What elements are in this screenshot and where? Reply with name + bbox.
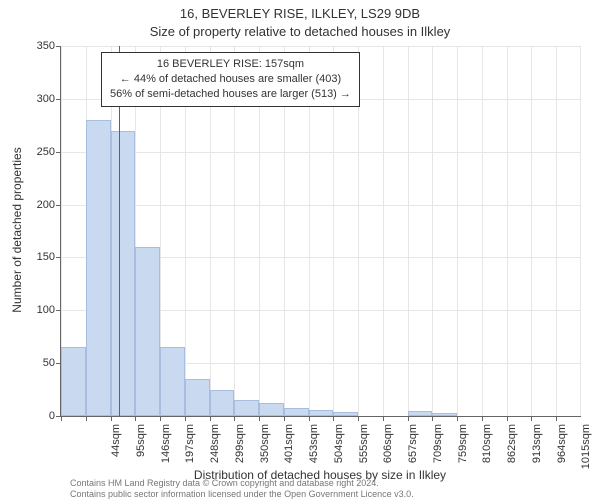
xtick-mark bbox=[358, 416, 359, 421]
gridline-v bbox=[531, 46, 532, 416]
xtick-label: 913sqm bbox=[531, 424, 543, 479]
ytick-label: 100 bbox=[10, 304, 55, 316]
xtick-label: 862sqm bbox=[506, 424, 518, 479]
xtick-label: 197sqm bbox=[184, 424, 196, 479]
annotation-line2: ← 44% of detached houses are smaller (40… bbox=[110, 72, 351, 87]
annotation-line3: 56% of semi-detached houses are larger (… bbox=[110, 87, 351, 102]
histogram-bar bbox=[86, 120, 111, 416]
chart-title-subtitle: Size of property relative to detached ho… bbox=[0, 24, 600, 39]
ytick-label: 300 bbox=[10, 93, 55, 105]
xtick-label: 299sqm bbox=[234, 424, 246, 479]
gridline-v bbox=[580, 46, 581, 416]
histogram-bar bbox=[259, 403, 284, 416]
xtick-mark bbox=[135, 416, 136, 421]
histogram-bar bbox=[210, 390, 235, 416]
footer-attribution: Contains HM Land Registry data © Crown c… bbox=[70, 478, 414, 500]
xtick-label: 44sqm bbox=[110, 424, 122, 479]
xtick-label: 453sqm bbox=[308, 424, 320, 479]
ytick-label: 250 bbox=[10, 146, 55, 158]
gridline-v bbox=[457, 46, 458, 416]
histogram-bar bbox=[234, 400, 259, 416]
gridline-h bbox=[61, 205, 581, 206]
gridline-h bbox=[61, 152, 581, 153]
histogram-bar bbox=[61, 347, 86, 416]
histogram-bar bbox=[111, 131, 136, 416]
xtick-mark bbox=[185, 416, 186, 421]
xtick-label: 555sqm bbox=[358, 424, 370, 479]
gridline-v bbox=[556, 46, 557, 416]
xtick-mark bbox=[482, 416, 483, 421]
histogram-bar bbox=[432, 413, 457, 416]
gridline-v bbox=[383, 46, 384, 416]
xtick-mark bbox=[309, 416, 310, 421]
xtick-label: 810sqm bbox=[481, 424, 493, 479]
xtick-mark bbox=[259, 416, 260, 421]
ytick-label: 150 bbox=[10, 251, 55, 263]
xtick-mark bbox=[333, 416, 334, 421]
chart-title-address: 16, BEVERLEY RISE, ILKLEY, LS29 9DB bbox=[0, 6, 600, 21]
xtick-mark bbox=[210, 416, 211, 421]
xtick-label: 709sqm bbox=[432, 424, 444, 479]
xtick-mark bbox=[160, 416, 161, 421]
chart-container: 16, BEVERLEY RISE, ILKLEY, LS29 9DB Size… bbox=[0, 0, 600, 500]
ytick-label: 350 bbox=[10, 40, 55, 52]
xtick-label: 657sqm bbox=[407, 424, 419, 479]
plot-area: 16 BEVERLEY RISE: 157sqm ← 44% of detach… bbox=[60, 46, 581, 417]
xtick-label: 759sqm bbox=[457, 424, 469, 479]
histogram-bar bbox=[333, 412, 358, 416]
footer-line2: Contains public sector information licen… bbox=[70, 489, 414, 500]
y-axis-label: Number of detached properties bbox=[10, 147, 24, 312]
histogram-bar bbox=[408, 411, 433, 416]
xtick-mark bbox=[383, 416, 384, 421]
gridline-v bbox=[482, 46, 483, 416]
histogram-bar bbox=[160, 347, 185, 416]
ytick-label: 0 bbox=[10, 410, 55, 422]
histogram-bar bbox=[309, 410, 334, 416]
xtick-mark bbox=[408, 416, 409, 421]
xtick-label: 1015sqm bbox=[580, 424, 592, 479]
ytick-label: 50 bbox=[10, 357, 55, 369]
ytick-label: 200 bbox=[10, 199, 55, 211]
xtick-label: 146sqm bbox=[160, 424, 172, 479]
xtick-label: 350sqm bbox=[259, 424, 271, 479]
gridline-v bbox=[432, 46, 433, 416]
gridline-v bbox=[408, 46, 409, 416]
xtick-mark bbox=[457, 416, 458, 421]
xtick-mark bbox=[86, 416, 87, 421]
xtick-label: 401sqm bbox=[283, 424, 295, 479]
xtick-mark bbox=[234, 416, 235, 421]
xtick-mark bbox=[556, 416, 557, 421]
xtick-label: 504sqm bbox=[333, 424, 345, 479]
xtick-mark bbox=[61, 416, 62, 421]
xtick-mark bbox=[432, 416, 433, 421]
gridline-v bbox=[507, 46, 508, 416]
annotation-line1: 16 BEVERLEY RISE: 157sqm bbox=[110, 57, 351, 72]
xtick-mark bbox=[284, 416, 285, 421]
annotation-box: 16 BEVERLEY RISE: 157sqm ← 44% of detach… bbox=[101, 52, 360, 107]
xtick-label: 248sqm bbox=[209, 424, 221, 479]
xtick-label: 964sqm bbox=[556, 424, 568, 479]
xtick-mark bbox=[507, 416, 508, 421]
xtick-mark bbox=[531, 416, 532, 421]
footer-line1: Contains HM Land Registry data © Crown c… bbox=[70, 478, 414, 489]
gridline-h bbox=[61, 46, 581, 47]
xtick-label: 95sqm bbox=[135, 424, 147, 479]
histogram-bar bbox=[185, 379, 210, 416]
histogram-bar bbox=[284, 408, 309, 416]
histogram-bar bbox=[135, 247, 160, 416]
xtick-label: 606sqm bbox=[382, 424, 394, 479]
xtick-mark bbox=[111, 416, 112, 421]
